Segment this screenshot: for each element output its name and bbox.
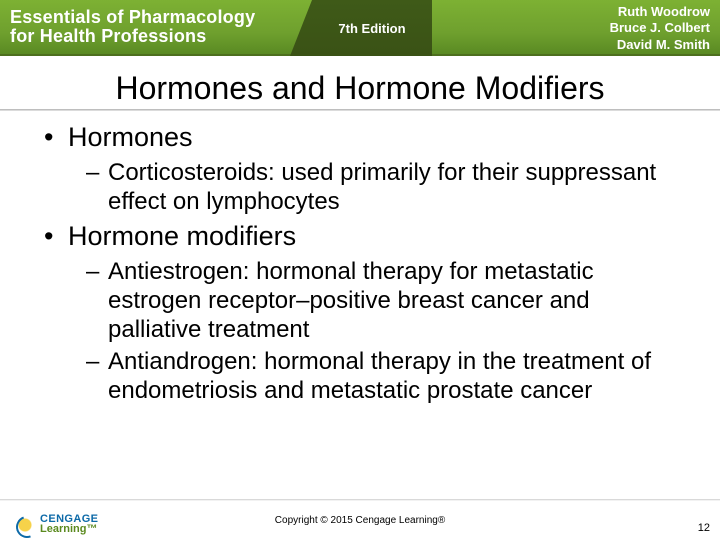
book-title: Essentials of Pharmacology for Health Pr…: [0, 8, 255, 46]
bullet-hormones: Hormones Corticosteroids: used primarily…: [44, 121, 688, 216]
slide-title: Hormones and Hormone Modifiers: [0, 70, 720, 107]
bullet-hormone-modifiers: Hormone modifiers Antiestrogen: hormonal…: [44, 220, 688, 406]
edition-badge: 7th Edition: [312, 0, 432, 56]
footer-divider: [0, 499, 720, 501]
footer-bar: CENGAGE Learning™ Copyright © 2015 Cenga…: [0, 500, 720, 540]
book-title-line2: for Health Professions: [10, 27, 255, 46]
author-2: Bruce J. Colbert: [610, 20, 710, 36]
logo-sub: Learning™: [40, 525, 98, 535]
copyright-text: Copyright © 2015 Cengage Learning®: [0, 515, 720, 526]
author-3: David M. Smith: [610, 37, 710, 53]
author-1: Ruth Woodrow: [610, 4, 710, 20]
subbullet-label: Antiestrogen: hormonal therapy for metas…: [108, 258, 594, 343]
bullet-label: Hormones: [68, 122, 193, 152]
subbullet-label: Antiandrogen: hormonal therapy in the tr…: [108, 348, 651, 404]
bullet-label: Hormone modifiers: [68, 221, 296, 251]
book-title-line1: Essentials of Pharmacology: [10, 8, 255, 27]
author-list: Ruth Woodrow Bruce J. Colbert David M. S…: [610, 4, 710, 53]
subbullet-corticosteroids: Corticosteroids: used primarily for thei…: [86, 159, 688, 217]
subbullet-antiestrogen: Antiestrogen: hormonal therapy for metas…: [86, 258, 688, 344]
slide-content: Hormones Corticosteroids: used primarily…: [0, 121, 720, 406]
header-bar: Essentials of Pharmacology for Health Pr…: [0, 0, 720, 56]
page-number: 12: [698, 522, 710, 534]
title-underline: [0, 109, 720, 111]
subbullet-antiandrogen: Antiandrogen: hormonal therapy in the tr…: [86, 348, 688, 406]
subbullet-label: Corticosteroids: used primarily for thei…: [108, 159, 656, 215]
edition-text: 7th Edition: [338, 21, 405, 36]
